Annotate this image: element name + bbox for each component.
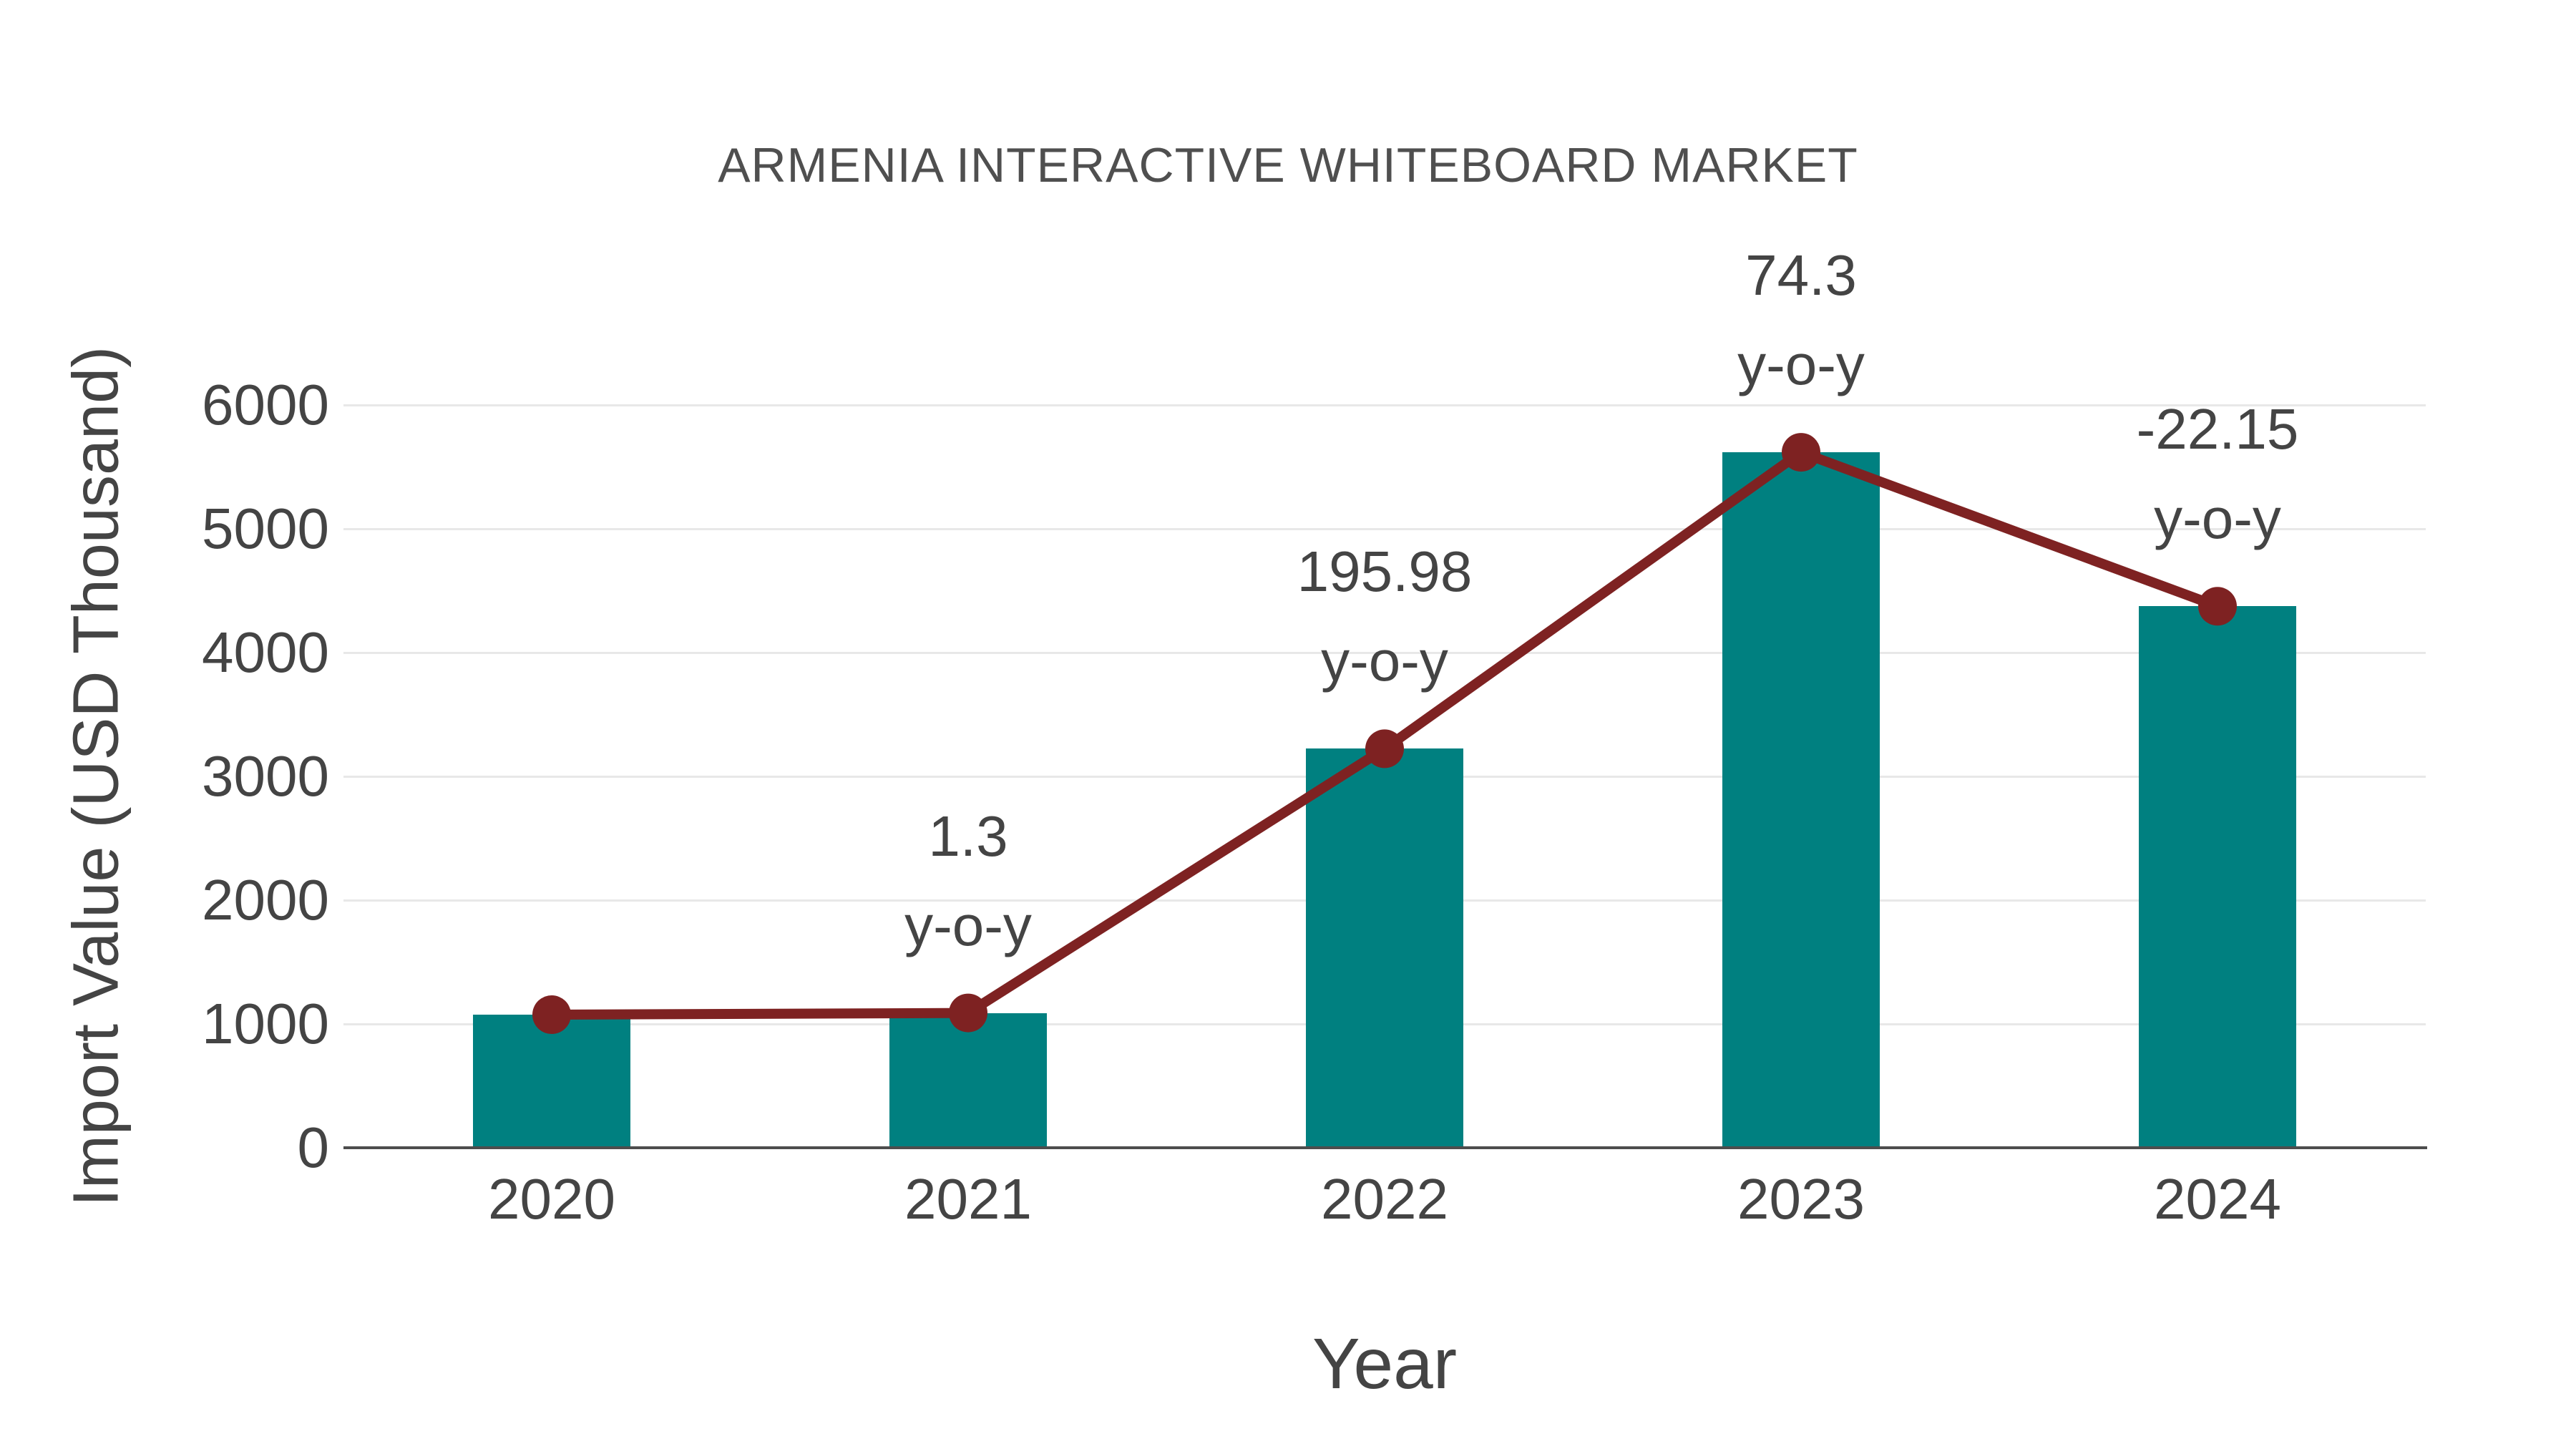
marker-2024[interactable] <box>2198 587 2237 626</box>
annotation-value: 74.3 <box>1745 243 1857 308</box>
gridline-6000 <box>343 404 2426 406</box>
annotation-2023: 74.3 y-o-y <box>1551 230 2051 409</box>
annotation-suffix: y-o-y <box>1737 333 1865 397</box>
y-tick-label-0: 0 <box>297 1116 330 1179</box>
marker-2020[interactable] <box>532 995 571 1035</box>
y-tick-label-4000: 4000 <box>202 620 329 684</box>
x-axis-title: Year <box>1312 1324 1458 1404</box>
bar-2024[interactable] <box>2139 606 2296 1148</box>
annotation-suffix: y-o-y <box>904 893 1032 957</box>
bar-2020[interactable] <box>473 1015 630 1148</box>
annotation-suffix: y-o-y <box>2154 487 2281 551</box>
marker-2021[interactable] <box>949 993 987 1033</box>
y-tick-label-2000: 2000 <box>202 868 329 932</box>
annotation-suffix: y-o-y <box>1321 629 1448 693</box>
gridline-5000 <box>343 527 2426 530</box>
marker-2023[interactable] <box>1782 433 1820 472</box>
bar-2021[interactable] <box>889 1013 1047 1148</box>
annotation-value: -22.15 <box>2136 397 2299 462</box>
x-tick-label-2022: 2022 <box>1321 1167 1448 1231</box>
x-tick-label-2020: 2020 <box>488 1167 615 1231</box>
annotation-2021: 1.3 y-o-y <box>718 791 1219 970</box>
y-tick-label-6000: 6000 <box>202 373 329 436</box>
y-tick-label-3000: 3000 <box>202 744 329 808</box>
annotation-value: 195.98 <box>1297 540 1473 604</box>
annotation-value: 1.3 <box>928 804 1008 868</box>
bar-2023[interactable] <box>1722 452 1880 1148</box>
marker-2022[interactable] <box>1365 729 1404 769</box>
x-axis-line <box>343 1146 2427 1149</box>
bar-2022[interactable] <box>1306 748 1463 1148</box>
x-tick-label-2023: 2023 <box>1737 1167 1865 1231</box>
annotation-2024: -22.15 y-o-y <box>1967 384 2468 563</box>
y-tick-label-1000: 1000 <box>202 992 329 1055</box>
chart-title: ARMENIA INTERACTIVE WHITEBOARD MARKET <box>718 138 1858 192</box>
x-tick-label-2024: 2024 <box>2154 1167 2281 1231</box>
y-tick-label-5000: 5000 <box>202 497 329 560</box>
x-tick-label-2021: 2021 <box>904 1167 1032 1231</box>
annotation-2022: 195.98 y-o-y <box>1134 527 1635 706</box>
gridline-4000 <box>343 651 2426 654</box>
